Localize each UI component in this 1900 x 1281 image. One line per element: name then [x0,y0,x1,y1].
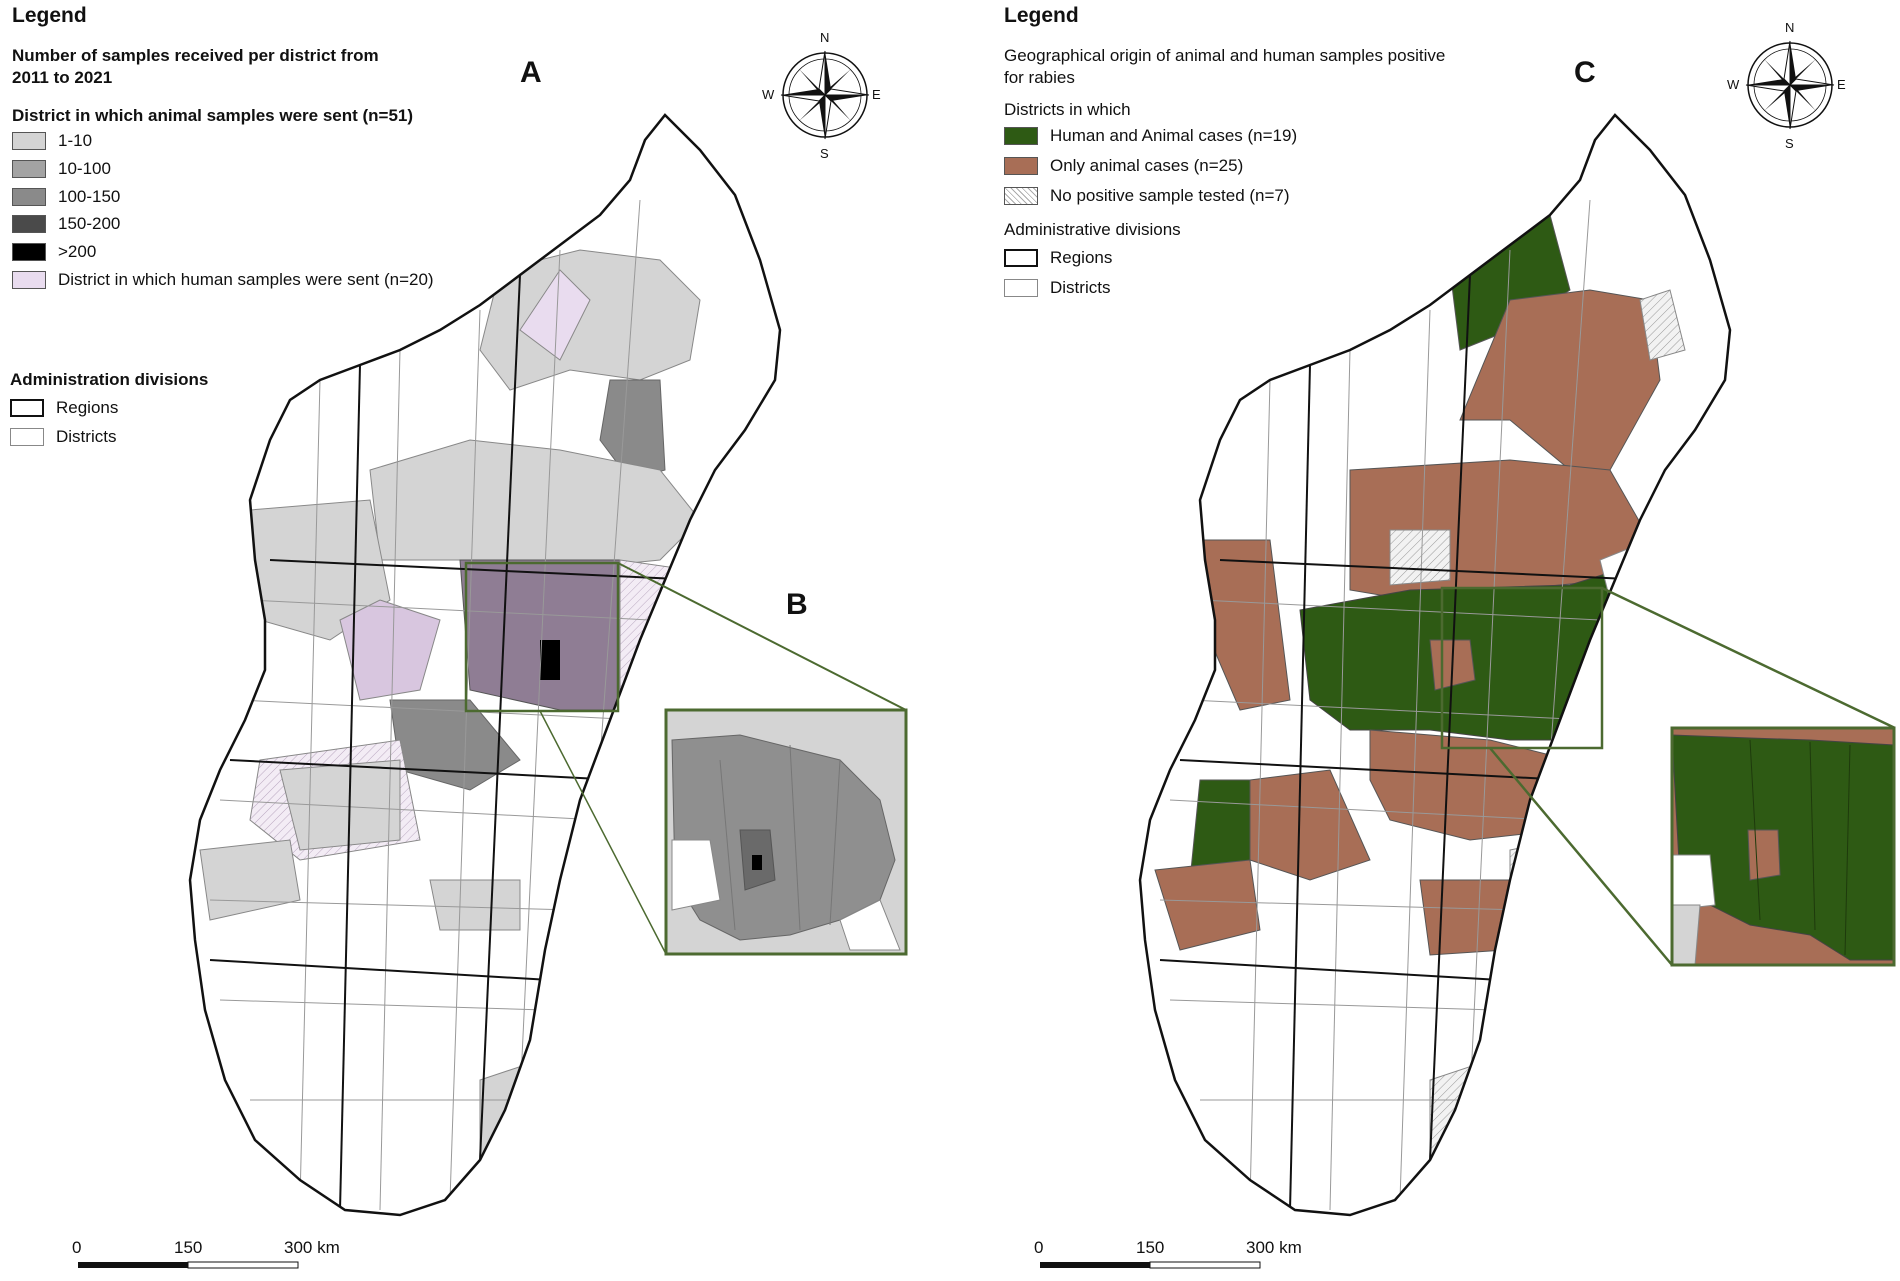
compass-n-a: N [820,30,830,45]
legend-label: Human and Animal cases (n=19) [1050,126,1298,145]
compass-s-a: S [820,146,829,161]
compass-rose-c [1745,40,1835,130]
swatch-regions [10,399,44,417]
legend-label: Only animal cases (n=25) [1050,156,1244,175]
inset-leader-bottom [539,710,667,955]
inset-b [664,708,908,956]
legend-item-human-animal: Human and Animal cases (n=19) [1004,126,1297,146]
legend-item-10-100: 10-100 [12,159,111,179]
swatch-human [12,271,46,289]
island-fill-a [199,199,701,1211]
legend-item-over-200: >200 [12,242,96,262]
swatch-regions [1004,249,1038,267]
legend-label: Districts [56,427,117,446]
legend-subtitle-c2: for rabies [1004,68,1075,87]
scale-mid-c: 150 [1136,1238,1165,1257]
compass-s-c: S [1785,136,1794,151]
panel-letter-b: B [786,588,808,621]
map-a [78,50,908,1269]
legend-item-no-positive: No positive sample tested (n=7) [1004,186,1290,206]
panel-c: Legend Geographical origin of animal and… [950,0,1900,1281]
inset-locator-a [464,561,620,713]
legend-label: >200 [58,242,97,261]
swatch-animal-only [1004,157,1038,175]
legend-label: Regions [1050,248,1113,267]
animal-heading: District in which animal samples were se… [12,106,414,125]
swatch-districts [10,428,44,446]
legend-title-c: Legend [1004,4,1079,27]
legend-item-districts-c: Districts [1004,278,1110,298]
legend-item-districts-a: Districts [10,427,116,447]
panel-a: Legend Number of samples received per di… [10,4,908,1269]
swatch-human-animal [1004,127,1038,145]
panel-letter-a: A [520,56,542,89]
legend-item-regions-c: Regions [1004,248,1112,268]
compass-n-c: N [1785,20,1795,35]
legend-label: 10-100 [58,159,111,178]
legend-label: 150-200 [58,214,121,233]
inset-c [1670,726,1896,967]
inset-leader-top-c [1601,586,1896,730]
legend-item-1-10: 1-10 [12,131,92,151]
compass-w-a: W [762,87,775,102]
scale-zero-c: 0 [1034,1238,1044,1257]
legend-label: Districts [1050,278,1111,297]
inset-leader-top [617,562,907,711]
scale-bar-a [78,1261,299,1269]
compass-e-a: E [872,87,881,102]
inset-leader-bottom-c [1489,747,1673,966]
swatch-1-10 [12,132,46,150]
scale-end-c: 300 km [1246,1238,1302,1257]
admin-heading-a: Administration divisions [10,370,209,389]
swatch-over-200 [12,243,46,261]
legend-label: District in which human samples were sen… [58,270,434,289]
map-c [1040,40,1896,1269]
swatch-10-100 [12,160,46,178]
swatch-150-200 [12,215,46,233]
swatch-districts [1004,279,1038,297]
legend-item-regions-a: Regions [10,398,118,418]
legend-label: 100-150 [58,187,121,206]
compass-w-c: W [1727,77,1740,92]
districts-heading-c: Districts in which [1004,100,1131,119]
island-outline-c [1138,113,1732,1217]
scale-bar-c [1040,1261,1261,1269]
legend-label: Regions [56,398,119,417]
legend-subtitle-c1: Geographical origin of animal and human … [1004,46,1446,65]
legend-subtitle-a2: 2011 to 2021 [12,68,113,87]
legend-item-150-200: 150-200 [12,214,120,234]
island-outline-a [188,113,782,1217]
legend-title-a: Legend [12,4,87,27]
legend-item-100-150: 100-150 [12,187,120,207]
legend-item-animal-only: Only animal cases (n=25) [1004,156,1243,176]
scale-mid-a: 150 [174,1238,203,1257]
swatch-100-150 [12,188,46,206]
scale-zero-a: 0 [72,1238,82,1257]
swatch-no-positive [1004,187,1038,205]
admin-heading-c: Administrative divisions [1004,220,1181,239]
compass-e-c: E [1837,77,1846,92]
scale-end-a: 300 km [284,1238,340,1257]
legend-subtitle-a1: Number of samples received per district … [12,46,379,65]
panel-letter-c: C [1574,56,1596,89]
legend-item-human: District in which human samples were sen… [12,270,434,290]
inset-locator-c [1440,586,1604,750]
compass-rose-a [780,50,870,140]
legend-label: 1-10 [58,131,93,150]
legend-label: No positive sample tested (n=7) [1050,186,1290,205]
